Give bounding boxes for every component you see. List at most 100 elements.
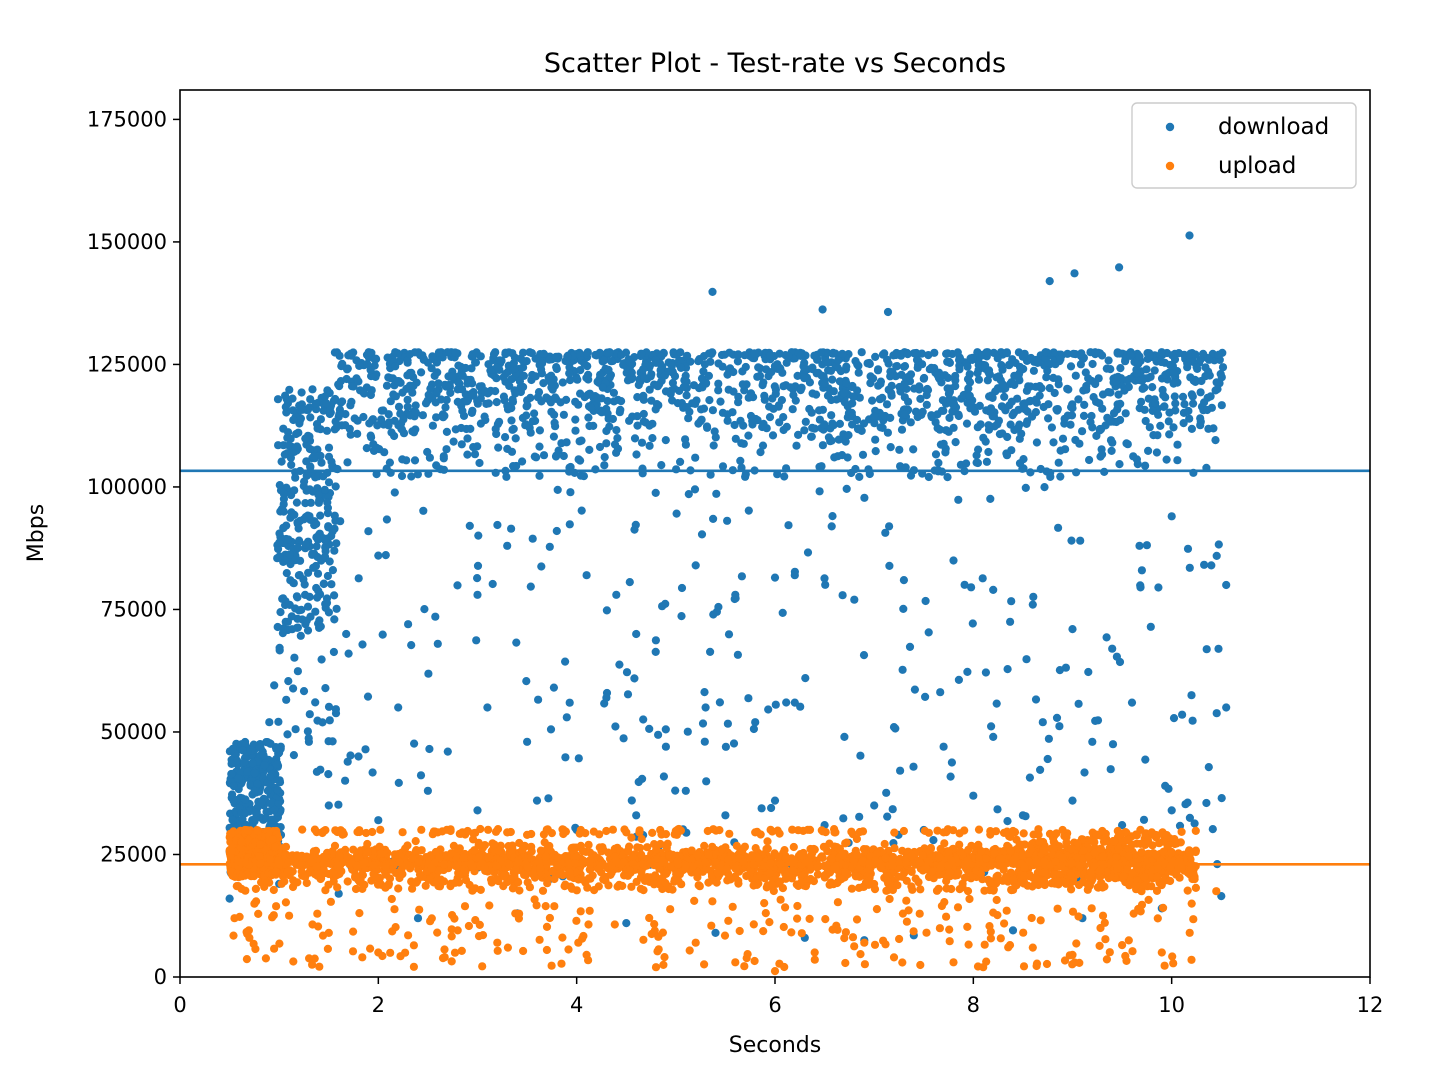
download-point: [1217, 892, 1226, 901]
download-point: [432, 413, 441, 422]
download-point: [1203, 405, 1212, 415]
download-point: [229, 782, 238, 791]
download-point: [302, 486, 311, 495]
download-point: [428, 352, 437, 361]
download-point: [820, 574, 829, 583]
download-point: [1136, 581, 1145, 590]
upload-point: [833, 898, 843, 907]
upload-point: [557, 959, 566, 968]
download-point: [284, 677, 293, 686]
download-point: [425, 744, 434, 754]
download-point: [981, 437, 990, 446]
download-point: [434, 379, 443, 388]
download-point: [1085, 455, 1094, 465]
download-point: [334, 889, 343, 898]
upload-point: [447, 849, 456, 858]
upload-point: [409, 941, 418, 950]
download-point: [491, 387, 500, 396]
download-point: [566, 376, 575, 385]
download-point: [483, 703, 492, 712]
download-point: [905, 642, 915, 652]
download-point: [1199, 349, 1208, 358]
download-point: [1052, 713, 1062, 723]
download-point: [571, 426, 580, 435]
download-point: [609, 397, 619, 406]
download-point: [342, 629, 351, 639]
download-point: [770, 573, 780, 582]
download-point: [676, 457, 685, 466]
download-point: [855, 472, 864, 481]
download-point: [1022, 655, 1031, 664]
upload-point: [272, 902, 281, 911]
download-point: [323, 571, 332, 581]
download-point: [714, 386, 723, 395]
download-point: [934, 458, 943, 467]
download-point: [327, 531, 336, 541]
download-point: [1180, 400, 1189, 409]
download-point: [518, 457, 527, 466]
download-point: [317, 655, 326, 664]
download-point: [868, 396, 877, 405]
download-point: [967, 583, 976, 592]
download-point: [1003, 432, 1012, 442]
download-point: [419, 506, 428, 515]
download-point: [1169, 714, 1179, 723]
download-point: [508, 397, 518, 406]
download-point: [661, 436, 670, 445]
upload-point: [902, 917, 912, 926]
upload-point: [408, 884, 417, 893]
download-point: [469, 443, 478, 452]
download-point: [278, 594, 287, 603]
download-point: [495, 417, 504, 426]
download-point: [305, 710, 314, 719]
download-point: [308, 549, 317, 558]
download-point: [1026, 353, 1036, 363]
upload-point: [987, 861, 996, 870]
upload-point: [935, 924, 945, 933]
upload-point: [1019, 928, 1028, 937]
download-point: [1171, 399, 1180, 408]
download-point: [630, 434, 640, 443]
download-point: [738, 367, 747, 376]
download-point: [700, 688, 709, 697]
upload-point: [1036, 916, 1045, 925]
download-point: [699, 352, 709, 361]
download-point: [1152, 448, 1161, 457]
upload-point: [994, 876, 1003, 885]
download-point: [1140, 383, 1149, 392]
download-point: [473, 590, 482, 599]
download-point: [432, 461, 441, 470]
download-point: [984, 447, 993, 457]
download-point: [711, 433, 720, 442]
download-point: [1107, 446, 1116, 455]
download-point: [918, 407, 927, 416]
download-point: [972, 458, 981, 467]
download-point: [1135, 541, 1144, 550]
points-layer: [225, 231, 1231, 976]
download-point: [1202, 645, 1211, 654]
download-point: [939, 742, 948, 751]
download-point: [377, 406, 386, 415]
download-point: [393, 377, 402, 386]
download-point: [538, 359, 547, 368]
upload-point: [643, 843, 652, 852]
download-point: [279, 523, 288, 532]
download-point: [301, 590, 310, 600]
upload-point: [387, 894, 396, 904]
download-point: [361, 745, 370, 754]
upload-point: [650, 880, 659, 889]
download-point: [403, 395, 412, 404]
download-point: [586, 403, 596, 412]
download-point: [321, 684, 330, 693]
download-point: [1075, 439, 1084, 448]
upload-point: [751, 844, 760, 853]
download-point: [1169, 369, 1178, 378]
upload-point: [478, 962, 487, 971]
download-point: [491, 424, 500, 434]
download-point: [1063, 384, 1072, 393]
download-point: [848, 420, 857, 429]
upload-point: [424, 875, 433, 884]
download-point: [993, 805, 1002, 814]
download-point: [427, 393, 437, 402]
download-point: [924, 472, 933, 482]
